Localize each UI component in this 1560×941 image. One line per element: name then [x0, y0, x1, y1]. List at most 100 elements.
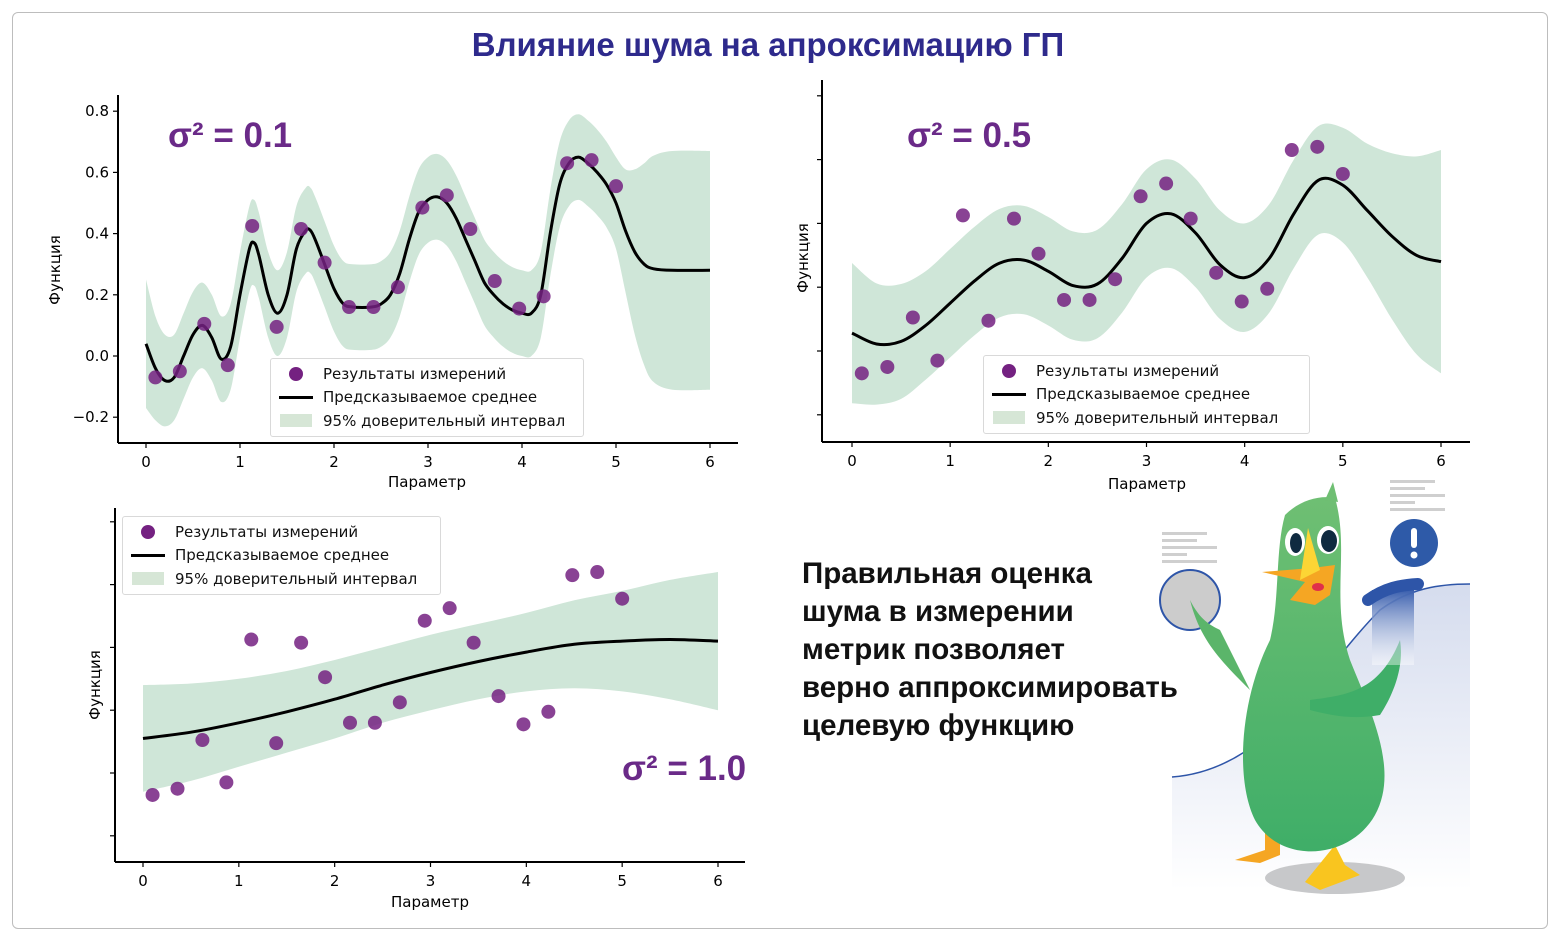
data-point — [366, 300, 381, 315]
data-point — [245, 218, 260, 233]
x-tick-label: 5 — [1338, 452, 1348, 470]
data-point — [590, 565, 605, 580]
legend-label: Результаты измерений — [1036, 361, 1220, 380]
x-tick-label: 2 — [330, 872, 340, 890]
legend-band-marker — [993, 411, 1025, 425]
x-tick-label: 1 — [945, 452, 955, 470]
x-tick-label: 3 — [1142, 452, 1152, 470]
legend-label: 95% доверительный интервал — [1036, 408, 1279, 427]
y-tick-label: 0.0 — [85, 347, 109, 365]
legend-line-marker — [279, 395, 313, 399]
y-axis-label: Функция — [794, 223, 812, 293]
data-point — [1057, 292, 1072, 307]
data-point — [512, 301, 527, 316]
data-point — [487, 274, 502, 289]
message-line: целевую функцию — [802, 709, 1075, 742]
x-tick-label: 0 — [138, 872, 148, 890]
legend-item-band: 95% доверительный интервал — [277, 409, 577, 433]
data-point — [148, 370, 163, 385]
message-line: Правильная оценка — [802, 557, 1092, 590]
legend-label: Предсказываемое среднее — [1036, 385, 1251, 404]
data-point — [560, 156, 575, 171]
data-point — [145, 787, 160, 802]
legend-item-mean: Предсказываемое среднее — [277, 386, 577, 410]
x-axis-label: Параметр — [388, 473, 466, 491]
data-point — [1159, 176, 1174, 191]
x-tick-label: 3 — [423, 453, 433, 471]
data-point — [197, 316, 212, 331]
data-point — [343, 715, 357, 730]
data-point — [609, 179, 623, 194]
legend-point-marker — [289, 366, 303, 381]
y-tick-label: 0.2 — [85, 286, 109, 304]
x-axis-label: Параметр — [391, 893, 469, 911]
x-tick-label: 3 — [426, 872, 436, 890]
legend-label: Результаты измерений — [323, 364, 507, 383]
data-point — [981, 313, 996, 328]
chart-1: 0 1 2 3 4 5 6 −0.2 0.0 0.2 0.4 0.6 0.8 Параметр Функци… — [46, 95, 738, 491]
data-point — [1183, 211, 1198, 226]
x-tick-label: 6 — [1436, 452, 1446, 470]
y-tick-label: 0.6 — [85, 163, 109, 181]
y-tick-label: 0.4 — [85, 225, 109, 243]
chart-3: 0 1 2 3 4 5 6 Параметр Функция σ² = 1.0 — [86, 508, 746, 911]
message-line: шума в измерении — [802, 595, 1074, 628]
chart-2: 0 1 2 3 4 5 6 Параметр Функция σ² = 0.5 — [794, 80, 1470, 493]
data-point — [463, 222, 478, 237]
x-tick-label: 1 — [234, 872, 244, 890]
data-point — [1108, 272, 1123, 287]
legend-label: Предсказываемое среднее — [175, 546, 390, 565]
y-tick-label: −0.2 — [73, 408, 109, 426]
data-point — [1006, 211, 1021, 226]
x-tick-label: 0 — [847, 452, 857, 470]
y-axis-label: Функция — [46, 235, 64, 305]
text-lines-icon — [1162, 480, 1445, 563]
confidence-band — [146, 114, 710, 427]
data-point — [390, 280, 405, 295]
data-point — [170, 781, 185, 796]
data-point — [269, 736, 284, 751]
data-point — [439, 188, 454, 203]
data-point — [1260, 281, 1275, 296]
x-tick-label: 4 — [522, 872, 532, 890]
mean-line — [851, 176, 1442, 347]
x-tick-label: 6 — [713, 872, 723, 890]
data-point — [536, 289, 551, 304]
confidence-band — [852, 123, 1441, 405]
data-point — [1284, 143, 1299, 158]
legend-item-band: 95% доверительный интервал — [990, 406, 1303, 430]
legend-label: Предсказываемое среднее — [323, 388, 538, 407]
data-point — [294, 222, 309, 237]
noise-variance-label: σ² = 1.0 — [622, 749, 746, 788]
data-point — [1082, 292, 1097, 307]
legend-label: 95% доверительный интервал — [175, 569, 418, 588]
x-axis-label: Параметр — [1108, 475, 1186, 493]
data-point — [294, 635, 309, 650]
legend-item-points: Результаты измерений — [990, 359, 1303, 383]
data-point — [342, 300, 357, 315]
data-point — [466, 635, 481, 650]
data-point — [269, 319, 284, 334]
slide-title: Влияние шума на апроксимацию ГП — [471, 26, 1065, 63]
y-tick-label: 0.8 — [85, 102, 109, 120]
x-tick-label: 0 — [141, 453, 151, 471]
data-point — [854, 366, 869, 381]
data-point — [392, 695, 407, 710]
mean-line — [142, 637, 719, 740]
confidence-band — [143, 572, 718, 792]
data-point — [930, 353, 945, 368]
legend-label: Результаты измерений — [175, 522, 359, 541]
data-point — [195, 733, 210, 748]
mean-line — [144, 155, 711, 383]
x-tick-label: 5 — [617, 872, 627, 890]
legend-chart-1: Результаты измерений Предсказываемое сре… — [270, 358, 584, 437]
data-point — [584, 153, 599, 168]
y-axis-label: Функция — [86, 650, 104, 720]
noise-variance-label: σ² = 0.1 — [168, 116, 292, 155]
legend-item-points: Результаты измерений — [129, 520, 434, 544]
data-point — [442, 601, 457, 616]
legend-chart-2: Результаты измерений Предсказываемое сре… — [983, 355, 1310, 434]
data-point — [244, 632, 259, 647]
data-point — [1310, 139, 1325, 154]
